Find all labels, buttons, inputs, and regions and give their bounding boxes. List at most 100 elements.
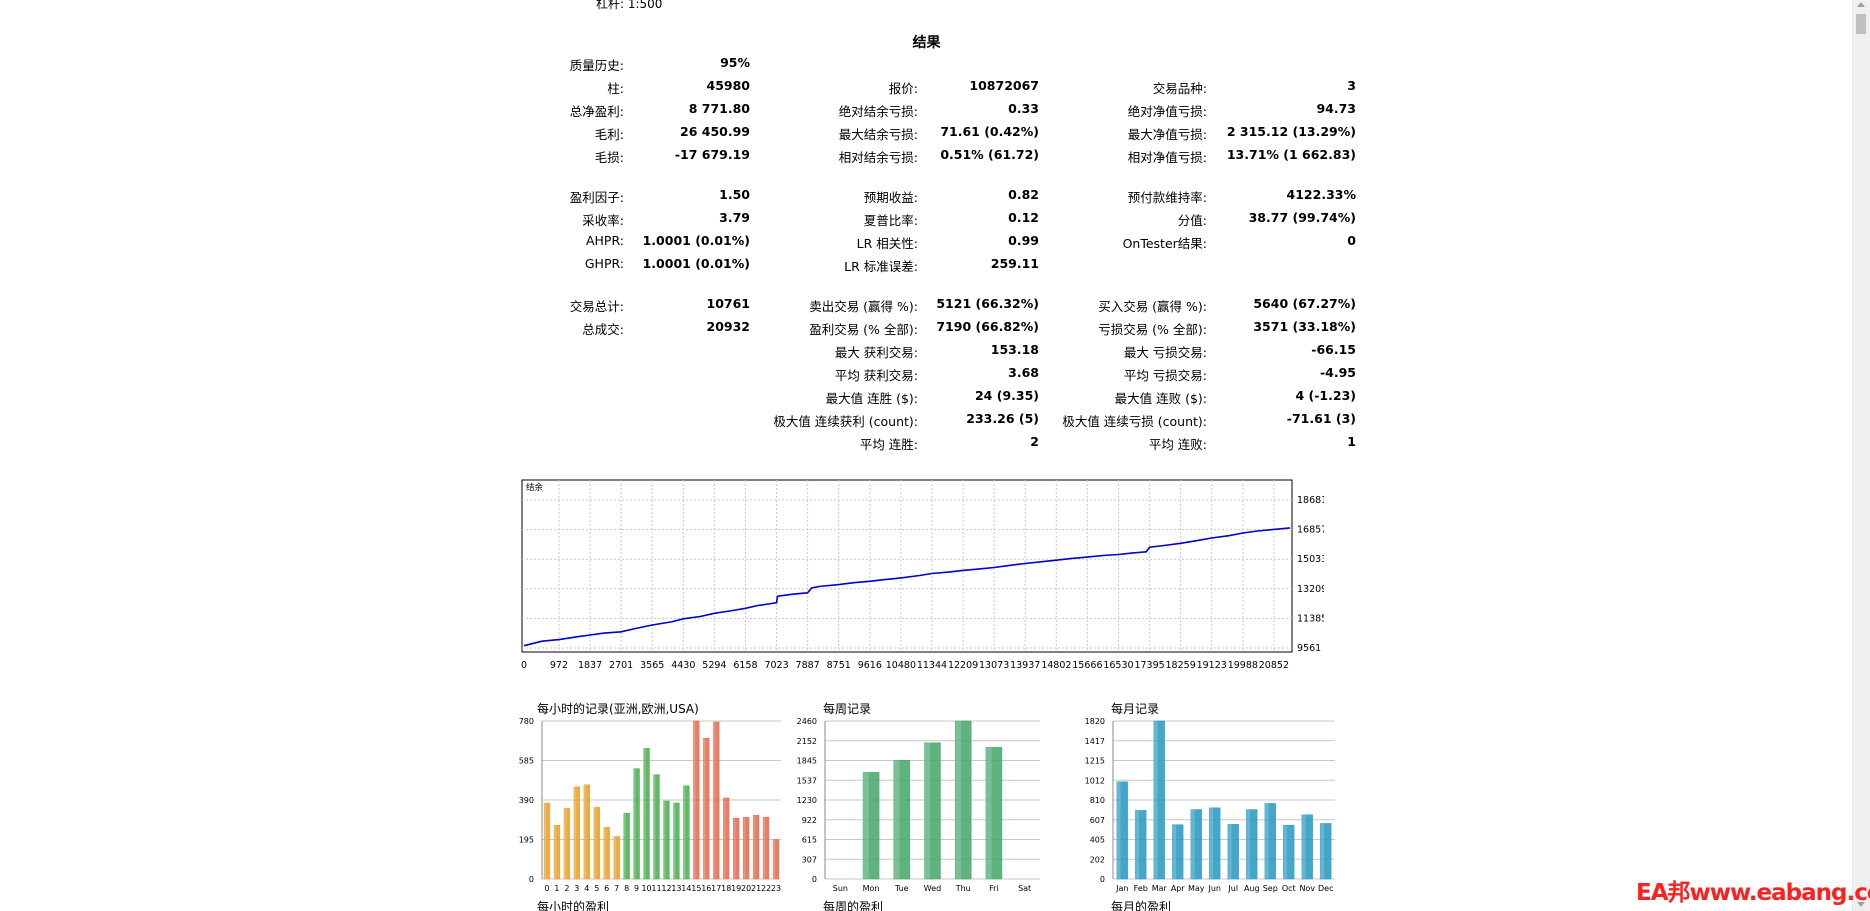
stat-label: 交易总计: (569, 299, 624, 314)
stat-value: 2 315.12 (13.29%) (1226, 124, 1356, 139)
y-tick-label: 1215 (1085, 757, 1105, 766)
chart-title: 结余 (526, 482, 544, 493)
stat-label: LR 相关性: (856, 236, 918, 251)
stat-value: 7190 (66.82%) (936, 319, 1039, 334)
stat-label: OnTester结果: (1122, 236, 1207, 251)
y-tick-label: 307 (802, 855, 817, 864)
scroll-down-arrow-icon[interactable] (1857, 902, 1865, 907)
stat-value: 24 (9.35) (974, 388, 1039, 403)
bar-highlight (763, 817, 766, 879)
scroll-thumb[interactable] (1856, 14, 1866, 34)
balance-line (523, 527, 1291, 647)
chart-title: 每月记录 (1111, 701, 1159, 716)
bar (573, 786, 580, 880)
x-tick-label: Oct (1282, 884, 1296, 893)
x-tick-label: 11 (651, 884, 661, 893)
x-tick-label: 18 (721, 884, 731, 893)
bar (752, 814, 760, 880)
stat-label: 最大 获利交易: (834, 345, 918, 360)
x-tick-label: 22 (761, 884, 771, 893)
stat-label: 采收率: (582, 213, 624, 228)
x-tick-label: 7 (614, 884, 619, 893)
bar-highlight (955, 721, 961, 879)
bar (1246, 809, 1258, 880)
x-tick-label: 16530 (1103, 660, 1133, 671)
x-tick-label: Dec (1318, 884, 1333, 893)
chart-title: 每小时的记录(亚洲,欧洲,USA) (537, 701, 699, 716)
weekly-chart: 每周记录 2460 2152 1845 1537 1230 922 615 307 0 Sun Mon… (797, 701, 1040, 911)
y-tick-label: 922 (802, 816, 817, 825)
stat-value: -66.15 (1311, 342, 1356, 357)
stat-value: 1.50 (719, 187, 750, 202)
vertical-scrollbar[interactable] (1852, 0, 1870, 911)
bar (1264, 803, 1276, 880)
bar (924, 742, 941, 880)
bar-highlight (1283, 825, 1288, 879)
x-tick-label: 1 (554, 884, 559, 893)
bar-highlight (1227, 824, 1232, 879)
bar (985, 747, 1003, 880)
stat-label: 平均 连败: (1148, 437, 1207, 452)
bar (603, 827, 610, 880)
stat-label: 亏损交易 (% 全部): (1098, 322, 1207, 337)
bar (703, 737, 710, 880)
stat-value: 4122.33% (1286, 187, 1356, 202)
x-tick-label: 8 (624, 884, 629, 893)
bar (954, 720, 972, 880)
y-tick-label: 780 (519, 717, 534, 726)
y-tick-label: 15033 (1297, 554, 1324, 565)
y-tick-label: 0 (1100, 875, 1105, 884)
x-tick-label: Sat (1018, 884, 1031, 893)
stat-value: -71.61 (3) (1286, 411, 1356, 426)
bar (553, 825, 561, 880)
bar-highlight (773, 839, 776, 879)
stat-value: 3 (1347, 78, 1356, 93)
bar (893, 759, 911, 880)
stat-value: 259.11 (990, 256, 1039, 271)
bar (693, 720, 700, 880)
stat-label: 最大 亏损交易: (1123, 345, 1207, 360)
bar (643, 748, 650, 880)
x-tick-label: Thu (955, 884, 971, 893)
x-tick-label: 16 (701, 884, 711, 893)
y-tick-label: 16857 (1297, 525, 1324, 536)
leverage-line: 杠杆: 1:500 (596, 0, 663, 11)
bar-highlight (863, 772, 869, 879)
stat-label: 质量历史: (569, 58, 624, 73)
stat-value: 10872067 (969, 78, 1039, 93)
y-tick-label: 2152 (797, 737, 817, 746)
stat-value: 3571 (33.18%) (1253, 319, 1356, 334)
x-tick-label: 2701 (609, 660, 633, 671)
stat-label: 报价: (888, 81, 918, 96)
bar (862, 772, 880, 880)
stat-value: 95% (720, 55, 750, 70)
bar (1153, 720, 1165, 880)
x-tick-label: 14802 (1041, 660, 1071, 671)
x-tick-label: 7023 (764, 660, 788, 671)
x-tick-label: 17395 (1134, 660, 1164, 671)
stat-value: 1 (1347, 434, 1356, 449)
x-tick-label: 19123 (1197, 660, 1227, 671)
x-tick-label: 18259 (1166, 660, 1196, 671)
scroll-up-arrow-icon[interactable] (1857, 2, 1865, 7)
stat-value: 71.61 (0.42%) (940, 124, 1039, 139)
y-tick-label: 2460 (797, 717, 817, 726)
x-tick-label: 15666 (1072, 660, 1102, 671)
x-tick-label: Jun (1208, 884, 1222, 893)
stat-value: 0.99 (1008, 233, 1039, 248)
stat-value: 1.0001 (0.01%) (642, 256, 750, 271)
stat-value: 0.82 (1008, 187, 1039, 202)
bar (772, 839, 780, 880)
bar-highlight (1209, 807, 1214, 879)
stat-label: 毛利: (594, 127, 624, 142)
chart-footer: 每周的盈利 (823, 899, 883, 911)
chart-footer: 每小时的盈利 (537, 899, 609, 911)
x-tick-label: Feb (1134, 884, 1148, 893)
stat-value: 0.33 (1008, 101, 1039, 116)
stat-value: 1.0001 (0.01%) (642, 233, 750, 248)
y-tick-label: 1537 (797, 776, 817, 785)
bar (1283, 824, 1295, 880)
y-tick-label: 0 (812, 875, 817, 884)
